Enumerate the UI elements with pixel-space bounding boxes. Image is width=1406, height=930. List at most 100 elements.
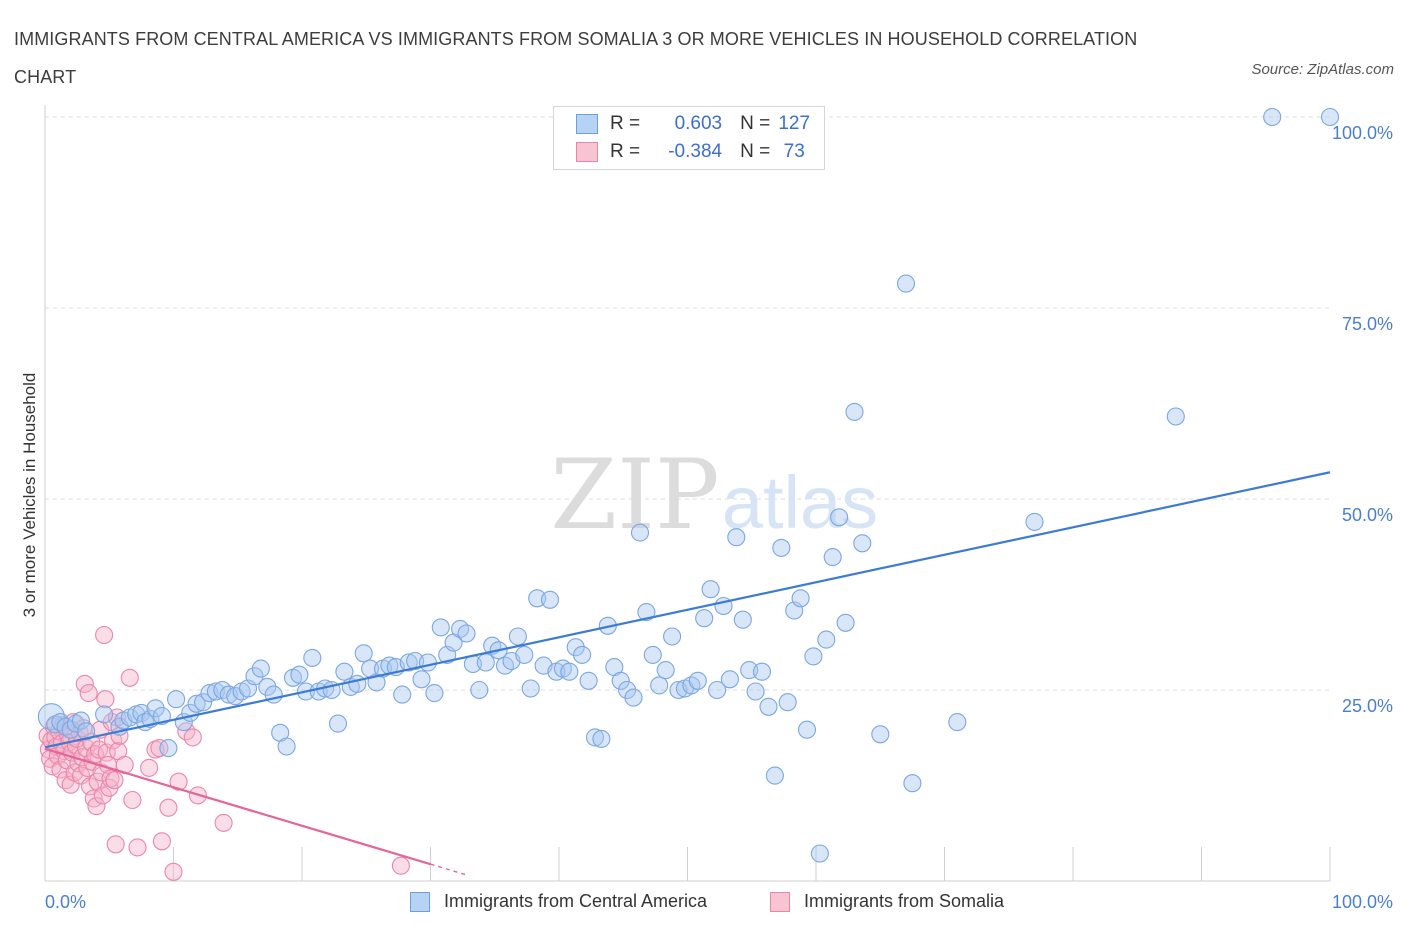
central-america-point [592,729,611,748]
central-america-point [540,590,560,609]
y-tick-label: 25.0% [1342,696,1393,716]
central-america-point [727,528,746,547]
central-america-points [37,107,1340,863]
central-america-point [515,645,534,664]
watermark: ZIP atlas [550,439,878,551]
central-america-point [132,703,151,722]
central-america-point [425,684,444,703]
central-america-point [611,671,630,690]
central-america-point [56,717,75,736]
central-america-point [845,402,864,421]
central-america-point [643,645,662,664]
legend-n-value: 127 [778,113,811,134]
central-america-point [948,713,967,732]
series-swatch-blue [410,891,430,912]
central-america-point [830,508,849,527]
source-label: Source: ZipAtlas.com [1251,61,1394,78]
somalia-point [128,838,147,857]
central-america-point [1320,107,1340,127]
legend-n-label: N = [740,113,771,134]
central-america-point [194,693,213,712]
series-legend-label: Immigrants from Central America [444,891,708,911]
series-swatch-pink [770,891,790,912]
somalia-point [152,832,171,851]
central-america-point [245,667,264,686]
central-america-point [791,589,810,608]
central-america-point [393,685,412,704]
legend-row-somalia: R = -0.384 N = 73 [576,138,812,166]
central-america-point [573,645,592,664]
central-america-point [560,662,579,681]
central-america-point [579,671,598,690]
central-america-point [752,662,772,681]
central-america-point [585,728,605,747]
correlation-legend: R = 0.603 N = 127 R = -0.384 N = 73 [553,106,825,170]
central-america-point [187,694,206,713]
central-america-point [159,739,178,758]
somalia-point [183,728,202,747]
somalia-point [95,625,114,645]
series-legend-somalia: Immigrants from Somalia [770,891,1004,912]
chart-title: IMMIGRANTS FROM CENTRAL AMERICA VS IMMIG… [14,29,1138,87]
series-legend-label: Immigrants from Somalia [804,891,1005,911]
central-america-point [1166,407,1185,426]
central-america-point [759,697,778,716]
central-america-point [71,711,91,730]
gridlines [45,116,1330,691]
central-america-point [682,676,701,695]
central-america-point [650,676,669,695]
central-america-point [733,610,752,629]
central-america-point [624,688,643,707]
somalia-point [164,862,183,881]
central-america-point [778,693,797,712]
somalia-point [120,668,139,687]
central-america-point [277,737,296,756]
central-america-point [328,714,348,733]
central-america-point [630,523,650,542]
central-america-point [167,690,186,709]
central-america-point [656,661,675,680]
central-america-point [354,644,373,663]
legend-n-label: N = [740,141,771,162]
central-america-point [412,670,431,689]
x-tick-label: 100.0% [1332,892,1393,912]
central-america-point [303,648,322,667]
somalia-point [140,758,159,777]
central-america-point [66,714,85,733]
somalia-point [159,798,178,817]
central-america-point [618,680,637,700]
central-america-point [1025,512,1044,531]
legend-n-value: 73 [783,141,805,162]
central-america-point [77,722,96,741]
somalia-point [75,674,94,693]
central-america-point [61,720,80,739]
somalia-point [96,690,115,709]
central-america-point [871,725,890,744]
central-america-point [637,603,656,622]
central-america-point [451,619,470,638]
central-america-point [431,618,450,637]
somalia-point [51,760,70,779]
central-america-point [765,766,784,785]
somalia-point [391,856,410,875]
central-america-point [903,774,922,793]
central-america-point [457,624,476,643]
watermark-atlas: atlas [722,461,878,544]
tick-labels: 25.0% 50.0% 75.0% 100.0% 0.0% 100.0% [45,123,1393,912]
somalia-point [214,813,233,832]
central-america-point [1263,107,1282,127]
central-america-point [720,670,739,689]
somalia-point [93,786,112,805]
central-america-point [348,674,367,693]
central-america-point [251,659,270,678]
central-america-point [399,653,418,672]
somalia-point [169,772,188,791]
somalia-point [87,797,106,816]
central-america-point [836,613,855,632]
central-america-point [290,665,309,684]
central-america-point [746,682,765,701]
central-america-point [708,680,727,700]
legend-r-label: R = [610,113,641,134]
watermark-zip: ZIP [550,439,719,551]
central-america-point [772,538,791,557]
